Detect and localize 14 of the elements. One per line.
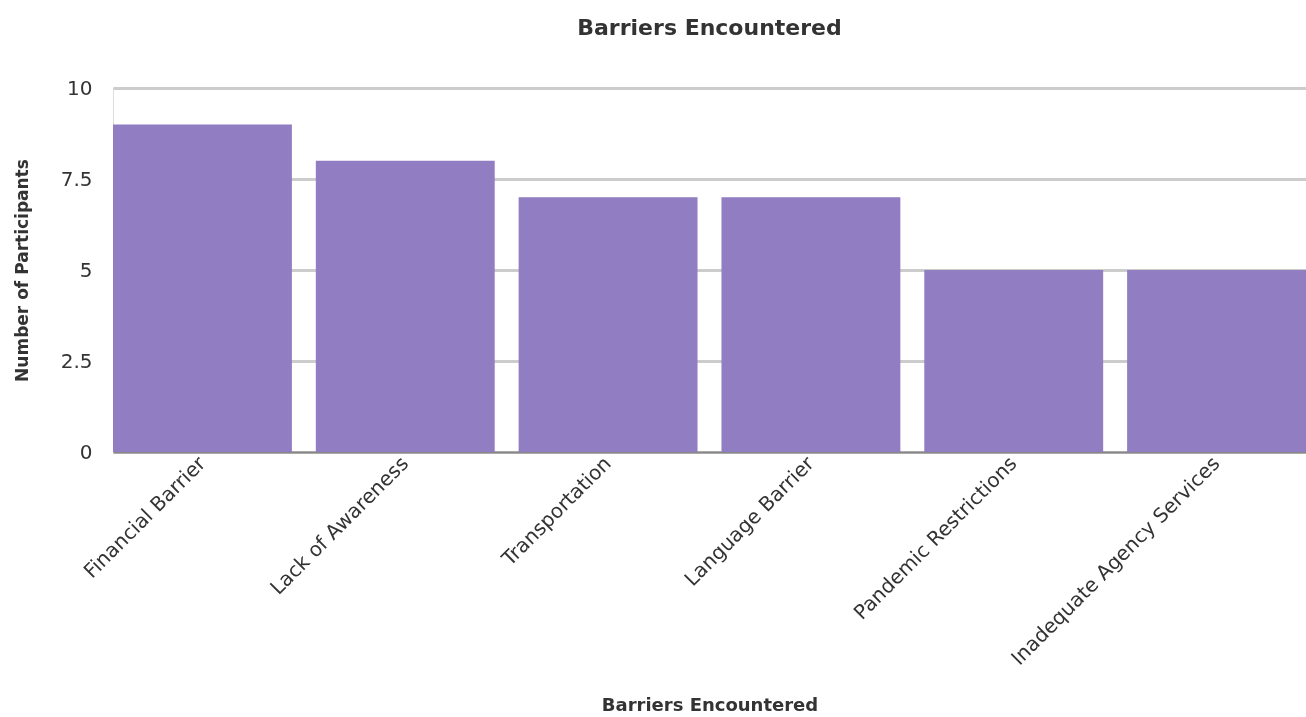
chart-title: Barriers Encountered: [577, 15, 842, 40]
y-axis-title: Number of Participants: [11, 159, 32, 382]
bar: [924, 270, 1104, 452]
y-tick-label: 7.5: [60, 166, 93, 191]
x-axis-title: Barriers Encountered: [601, 693, 819, 715]
bar: [721, 197, 901, 452]
y-tick-label: 5: [79, 257, 93, 282]
bar: [1127, 270, 1306, 452]
bar: [518, 197, 698, 452]
y-tick-label: 0: [79, 439, 93, 464]
y-tick-label: 10: [67, 75, 93, 100]
bar: [315, 160, 495, 452]
bar: [113, 124, 292, 452]
y-tick-label: 2.5: [60, 348, 93, 373]
